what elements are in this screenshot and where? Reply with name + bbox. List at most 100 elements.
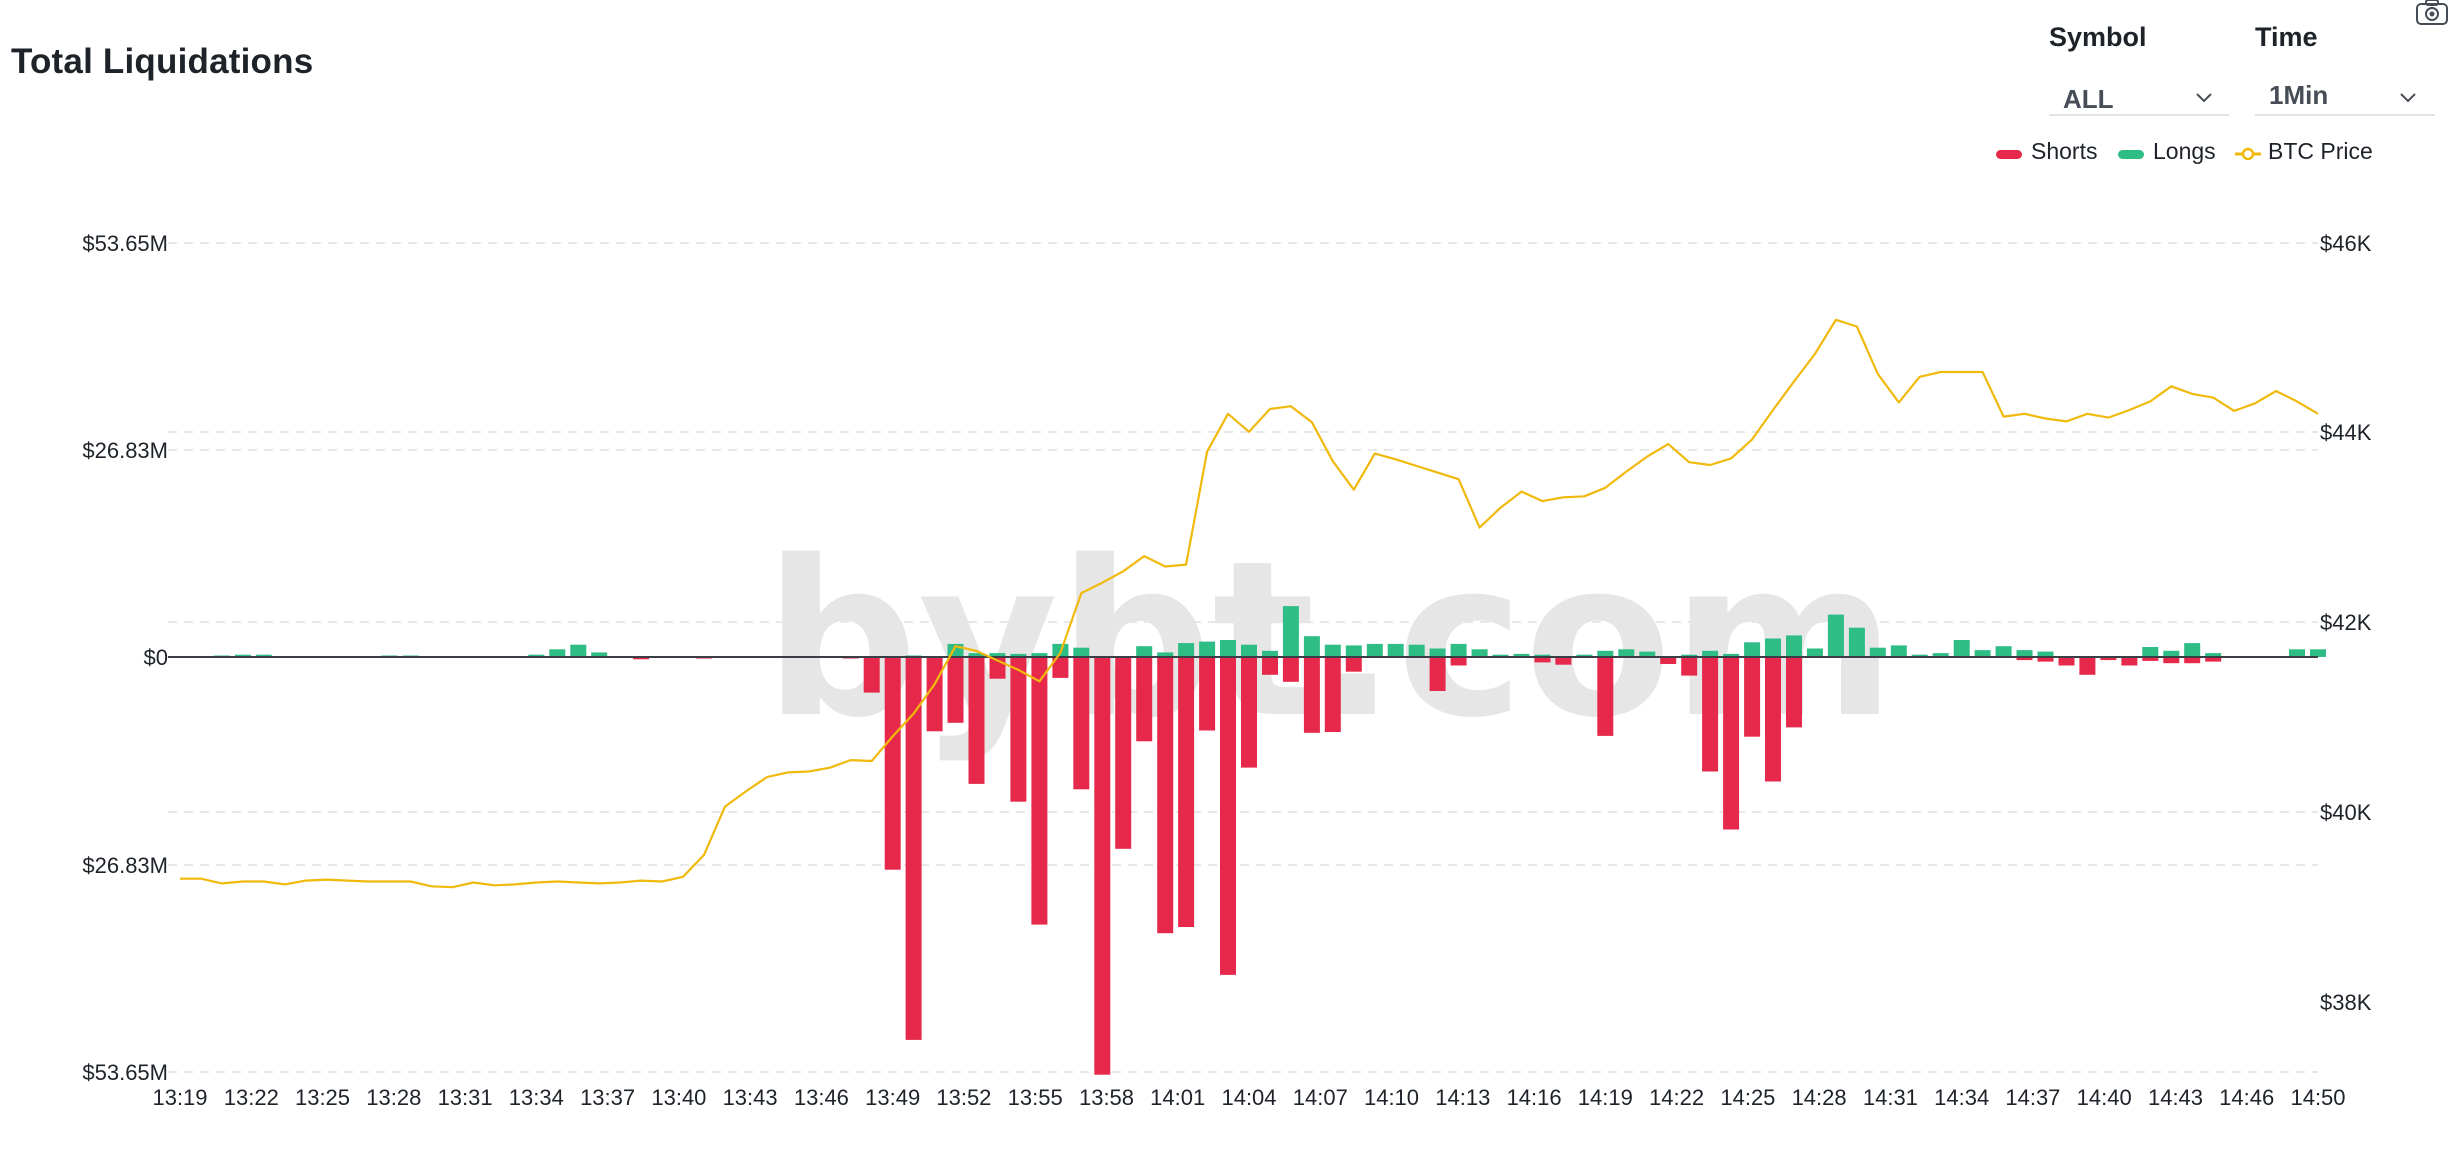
bar-shorts [1429,657,1446,691]
x-tick-label: 13:28 [366,1085,421,1110]
bar-shorts [1702,657,1719,772]
x-tick-label: 14:13 [1435,1085,1490,1110]
chevron-down-icon [2196,93,2212,103]
bar-shorts [863,657,880,693]
x-tick-label: 13:58 [1079,1085,1134,1110]
x-tick-label: 14:10 [1364,1085,1419,1110]
bar-longs [2310,649,2326,657]
page-title: Total Liquidations [11,42,314,81]
btc-price-line [180,318,2319,889]
bar-longs [2037,651,2054,657]
bar-shorts [1765,657,1781,782]
bar-longs [1995,646,2012,657]
symbol-control: Symbol ALL [2049,22,2229,116]
bar-longs [2142,647,2159,657]
bar-shorts [1178,657,1195,927]
bar-shorts [1241,657,1257,768]
x-tick-label: 13:25 [295,1085,350,1110]
bar-shorts [1073,657,1090,790]
bar-longs [1911,654,1928,657]
x-tick-label: 14:19 [1578,1085,1633,1110]
bar-shorts [1052,657,1069,678]
camera-icon[interactable] [2414,0,2450,26]
bar-shorts [1681,657,1698,676]
bar-shorts [884,657,901,870]
bar-longs [1513,653,1530,657]
bar-longs [1241,644,1257,657]
y-axis-right: $46K $44K $42K $40K $38K [2320,231,2372,1015]
y-left-tick-label: $53.65M [82,231,168,256]
bar-longs [1827,614,1844,657]
bar-longs [1953,640,1970,657]
bar-shorts [1324,657,1341,732]
x-tick-label: 13:49 [865,1085,920,1110]
legend-label-shorts: Shorts [2031,138,2098,164]
bar-shorts [1157,657,1174,934]
bar-shorts [1199,657,1216,731]
x-tick-label: 13:52 [936,1085,991,1110]
bar-shorts [2037,657,2054,662]
bar-longs [1324,644,1341,657]
y-right-tick-label: $40K [2320,800,2372,825]
bar-longs [570,644,587,657]
bar-shorts [968,657,985,784]
bar-longs [1345,645,1362,657]
bar-longs [1890,645,1907,657]
x-tick-label: 13:43 [723,1085,778,1110]
bar-shorts [1660,657,1677,664]
bar-longs [1282,606,1299,657]
line-marker-icon [2235,147,2261,161]
x-tick-label: 14:16 [1507,1085,1562,1110]
bar-longs [255,654,272,657]
symbol-label: Symbol [2049,22,2147,52]
bar-longs [1429,648,1446,657]
bar-shorts [1534,657,1551,663]
bar-longs [2163,650,2180,657]
bar-shorts [2163,657,2180,664]
bar-longs [968,653,985,657]
x-tick-label: 13:46 [794,1085,849,1110]
bar-longs [1031,653,1048,657]
time-select-value: 1Min [2269,80,2329,110]
x-tick-label: 14:04 [1221,1085,1276,1110]
bar-longs [528,654,545,657]
x-tick-label: 14:28 [1792,1085,1847,1110]
bar-shorts [1786,657,1802,728]
bar-longs [1492,654,1509,657]
bar-longs [1848,627,1865,657]
bar-shorts [1303,657,1320,733]
bar-longs [1806,648,1823,657]
legend-label-btc-price: BTC Price [2268,138,2373,164]
bar-shorts [1262,657,1278,675]
y-left-tick-label: $26.83M [82,853,168,878]
x-axis: 13:19 13:22 13:25 13:28 13:31 13:34 13:37 13:40… [152,1085,2345,1110]
bar-longs [989,653,1006,657]
x-tick-label: 14:07 [1293,1085,1348,1110]
bar-longs [234,654,251,657]
bar-shorts [947,657,964,723]
y-left-tick-label: $26.83M [82,438,168,463]
bar-shorts [1220,657,1236,975]
x-tick-label: 14:37 [2005,1085,2060,1110]
time-control: Time 1Min [2255,22,2435,116]
bar-longs [1597,650,1614,657]
time-label: Time [2255,22,2318,52]
bar-longs [1010,653,1027,657]
x-tick-label: 14:40 [2077,1085,2132,1110]
y-right-tick-label: $42K [2320,610,2372,635]
bar-longs [1366,643,1383,657]
bar-shorts [2079,657,2096,675]
symbol-select[interactable]: ALL [2049,64,2229,116]
bar-shorts [1136,657,1153,742]
bar-shorts [2184,657,2201,664]
bar-shorts [1115,657,1132,849]
time-select[interactable]: 1Min [2255,64,2435,116]
price-series [180,318,2319,889]
shorts-swatch [1996,150,2022,159]
bar-shorts [1723,657,1740,830]
bar-shorts [2058,657,2075,666]
bar-longs [1744,642,1761,657]
symbol-select-value: ALL [2063,84,2114,114]
bar-longs [1387,643,1404,657]
